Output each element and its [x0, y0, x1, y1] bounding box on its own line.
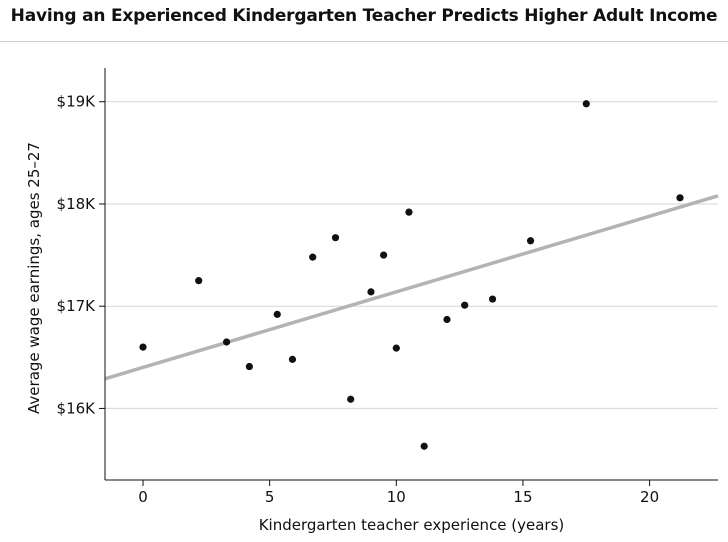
- data-point-0: [139, 343, 147, 351]
- axes: [99, 68, 718, 486]
- data-point-7: [331, 234, 340, 242]
- data-point-5: [288, 355, 297, 363]
- x-tick-label-1: 5: [265, 488, 275, 506]
- data-point-12: [405, 208, 413, 216]
- data-point-2: [222, 338, 231, 346]
- data-point-18: [582, 100, 590, 108]
- trend-line: [104, 194, 719, 381]
- y-axis-label: Average wage earnings, ages 25–27: [25, 142, 43, 414]
- y-tick-label-3: $19K: [57, 93, 97, 111]
- data-point-9: [367, 288, 375, 296]
- data-point-3: [245, 362, 253, 371]
- x-axis-label: Kindergarten teacher experience (years): [259, 516, 565, 534]
- x-tick-label-2: 10: [387, 488, 406, 506]
- data-point-4: [273, 310, 281, 318]
- grid-lines: [105, 101, 718, 409]
- chart-title: Having an Experienced Kindergarten Teach…: [10, 6, 718, 26]
- x-tick-labels: 0 5 10 15 20: [138, 488, 659, 506]
- x-tick-label-3: 15: [513, 488, 532, 506]
- title-divider: [0, 41, 728, 42]
- data-point-14: [443, 315, 451, 324]
- data-point-8: [347, 395, 355, 403]
- y-tick-label-2: $18K: [57, 195, 97, 213]
- data-points: [139, 100, 684, 450]
- x-tick-label-4: 20: [640, 488, 659, 506]
- y-tick-label-1: $17K: [57, 297, 97, 315]
- data-point-11: [392, 344, 400, 352]
- data-point-1: [195, 277, 203, 285]
- x-tick-label-0: 0: [138, 488, 148, 506]
- data-point-13: [420, 442, 428, 450]
- data-point-15: [461, 301, 469, 309]
- data-point-19: [676, 194, 684, 202]
- data-point-10: [380, 251, 388, 259]
- data-point-17: [526, 237, 535, 245]
- y-tick-label-0: $16K: [57, 399, 97, 417]
- data-point-6: [309, 253, 317, 261]
- data-point-16: [488, 295, 497, 303]
- y-tick-labels: $16K $17K $18K $19K: [57, 93, 97, 418]
